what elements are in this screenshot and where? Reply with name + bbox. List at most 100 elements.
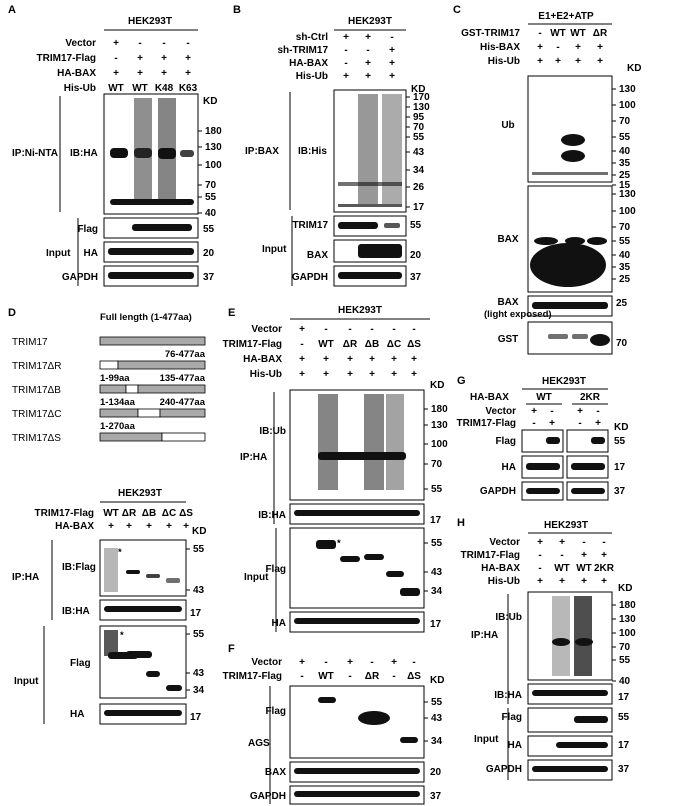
B-input-kd: 55 — [410, 220, 422, 231]
E-marker: 130 — [431, 420, 448, 431]
E-row-value: + — [369, 354, 375, 365]
panel-h-input-rows: Flag 55 HA 17 GAPDH 37 — [486, 712, 630, 775]
panel-d-star1: * — [118, 547, 122, 558]
A-row-label: HA-BAX — [57, 68, 96, 79]
A-row-value: WT — [108, 83, 124, 94]
panel-d-flag: Flag — [70, 658, 91, 669]
E-row-label: His-Ub — [250, 369, 282, 380]
C-row-label: GST-TRIM17 — [461, 28, 520, 39]
H-input-label: Flag — [501, 712, 522, 723]
B-row-value: + — [343, 32, 349, 43]
F-row-value: - — [324, 657, 327, 668]
panel-f-condition-rows: Vector + - + - + - TRIM17-Flag - WT - ΔR - ΔS — [223, 657, 422, 682]
construct-label: TRIM17ΔB — [12, 385, 61, 396]
panel-f-flag-blot — [289, 685, 425, 759]
C-row-value: WT — [570, 28, 586, 39]
panel-c-kd: KD — [627, 63, 641, 74]
F-row-value: - — [392, 671, 395, 682]
B-row-value: + — [389, 71, 395, 82]
construct-label: TRIM17 — [12, 337, 48, 348]
F-marker: 34 — [431, 736, 443, 747]
A-marker: 55 — [205, 192, 217, 203]
D-row-value: ΔC — [162, 508, 176, 519]
construct-segment — [99, 384, 127, 394]
H-row-value: - — [538, 563, 541, 574]
A-row-value: + — [113, 68, 119, 79]
B-marker: 34 — [413, 165, 425, 176]
B-marker: 95 — [413, 112, 425, 123]
G-row-value: - — [550, 406, 553, 417]
panel-d-cell: HEK293T — [118, 488, 162, 499]
G-row-value: + — [549, 418, 555, 429]
A-row-value: K48 — [155, 83, 174, 94]
panel-a-letter: A — [8, 4, 16, 16]
E-row-value: - — [370, 324, 373, 335]
C-row-value: ΔR — [593, 28, 608, 39]
B-row-label: HA-BAX — [289, 58, 328, 69]
construct-left-range: 1-99aa — [100, 373, 130, 384]
panel-f-gapdh-kd: 37 — [430, 791, 442, 802]
B-input-kd: 20 — [410, 250, 422, 261]
C-row-value: - — [556, 42, 559, 53]
panel-c-bax-light: BAX — [497, 297, 518, 308]
panel-e-ibub-markers: 180 130 100 70 55 — [424, 404, 448, 495]
B-input-label: GAPDH — [292, 272, 328, 283]
construct-segment — [161, 432, 206, 442]
panel-d-ip: IP:HA — [12, 572, 39, 583]
panel-h-ibub: IB:Ub — [495, 612, 522, 623]
B-row-value: - — [344, 45, 347, 56]
F-row-value: - — [412, 657, 415, 668]
G-row-value: - — [578, 418, 581, 429]
panel-e-ibub: IB:Ub — [259, 426, 286, 437]
panel-e-input: Input — [244, 572, 269, 583]
A-input-label: HA — [84, 248, 98, 259]
construct-segment — [99, 360, 119, 370]
panel-g-blot-label: Flag — [495, 436, 516, 447]
panel-g-blot-label: GAPDH — [480, 486, 516, 497]
B-marker: 170 — [413, 92, 430, 103]
E-row-value: + — [369, 369, 375, 380]
H-row-value: + — [581, 550, 587, 561]
H-row-value: + — [537, 537, 543, 548]
F-row-value: - — [370, 657, 373, 668]
C-row-value: WT — [550, 28, 566, 39]
panel-e-flag-markers: 55 43 34 — [424, 538, 443, 597]
construct-segment — [159, 408, 206, 418]
panel-e-cell: HEK293T — [338, 305, 382, 316]
panel-h-input: Input — [474, 734, 499, 745]
A-row-value: WT — [132, 83, 148, 94]
A-input-kd: 55 — [203, 224, 215, 235]
A-marker: 100 — [205, 160, 222, 171]
H-row-value: - — [560, 550, 563, 561]
panel-h-cell: HEK293T — [544, 520, 588, 531]
B-marker: 55 — [413, 132, 425, 143]
G-row-value: - — [596, 406, 599, 417]
A-row-value: + — [113, 38, 119, 49]
A-row-value: + — [185, 68, 191, 79]
H-marker: 70 — [619, 642, 631, 653]
D-marker: 55 — [193, 544, 205, 555]
F-row-value: WT — [318, 671, 334, 682]
A-marker: 70 — [205, 180, 217, 191]
D-row-value: + — [126, 521, 132, 532]
E-row-value: + — [391, 354, 397, 365]
construct-label: TRIM17ΔR — [12, 361, 61, 372]
A-input-label: GAPDH — [62, 272, 98, 283]
A-row-value: - — [114, 53, 117, 64]
C-row-value: + — [597, 42, 603, 53]
B-row-value: + — [365, 71, 371, 82]
E-marker: 34 — [431, 586, 443, 597]
panel-g: G HEK293T HA-BAX WT 2KR Vector + - + -TRIM17… — [457, 375, 628, 501]
B-row-label: sh-Ctrl — [296, 32, 328, 43]
E-row-label: TRIM17-Flag — [223, 339, 282, 350]
C-marker: 130 — [619, 189, 636, 200]
E-row-value: - — [392, 324, 395, 335]
panel-c-gst: GST — [498, 334, 519, 345]
panel-h-ibha: IB:HA — [494, 690, 522, 701]
H-marker: 100 — [619, 628, 636, 639]
C-marker: 15 — [619, 180, 631, 191]
panel-e-kd: KD — [430, 380, 444, 391]
